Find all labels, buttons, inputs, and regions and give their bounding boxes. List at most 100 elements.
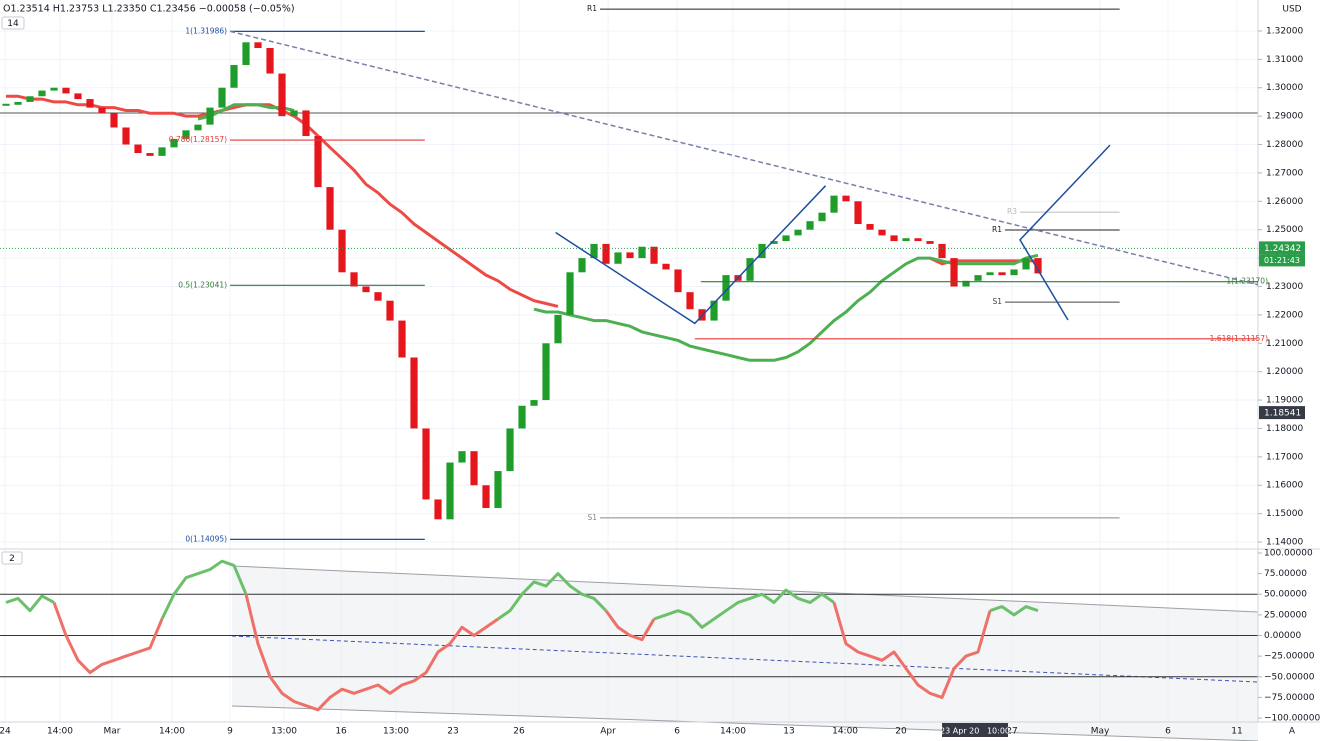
candle (62, 87, 70, 94)
candle (614, 252, 622, 264)
candle (230, 65, 238, 88)
y-tick-label: 1.15000 (1266, 509, 1303, 519)
y-tick-label: 1.26000 (1266, 197, 1303, 207)
pane-label-box[interactable] (1, 551, 23, 565)
x-tick-label: 16 (335, 727, 347, 737)
candle (170, 138, 178, 148)
y-tick-label: 1.27000 (1266, 168, 1303, 178)
candle (134, 144, 142, 154)
candle (458, 451, 466, 463)
crosshair-time-label: 23 Apr 20 10:00 (940, 727, 1010, 736)
candle (986, 272, 994, 276)
candle (446, 462, 454, 520)
y-tick-label: 75.00000 (1264, 569, 1307, 579)
candle (926, 241, 934, 244)
candle (110, 113, 118, 128)
candle (626, 252, 634, 259)
x-tick-label: 13:00 (271, 727, 297, 737)
candle (830, 195, 838, 213)
candle (314, 136, 322, 188)
y-tick-label: 1.19000 (1266, 396, 1303, 406)
candle (1034, 258, 1042, 274)
candle (206, 107, 214, 125)
candle (998, 272, 1006, 276)
x-tick-label: 20 (895, 727, 907, 737)
y-tick-label: −75.00000 (1264, 693, 1315, 703)
y-tick-label: 1.14000 (1266, 538, 1303, 548)
candle (590, 243, 598, 259)
y-tick-label: 1.17000 (1266, 452, 1303, 462)
pivot-label: R1 (587, 4, 597, 13)
y-tick-label: 100.00000 (1264, 548, 1313, 558)
candle (746, 258, 754, 281)
x-tick-label: 14:00 (47, 727, 73, 737)
candle (482, 485, 490, 508)
extension-label: 1(1.23170) (1226, 277, 1268, 286)
candle (914, 238, 922, 242)
oscillator-pane (0, 559, 1258, 712)
candle (866, 224, 874, 230)
x-tick-label: 13 (783, 727, 794, 737)
y-tick-label: 1.18000 (1266, 424, 1303, 434)
candle (338, 229, 346, 273)
candle (578, 258, 586, 273)
osc-channel (231, 565, 1259, 741)
candle (326, 187, 334, 230)
candle (350, 272, 358, 287)
candle (218, 87, 226, 108)
pane-label[interactable]: 14 (7, 19, 19, 29)
x-tick-label: 24 (0, 727, 11, 737)
candle (518, 405, 526, 429)
currency-label: USD (1282, 5, 1301, 15)
y-tick-label: 1.25000 (1266, 225, 1303, 235)
y-tick-label: 50.00000 (1264, 590, 1307, 600)
candle (638, 246, 646, 259)
candle (26, 96, 34, 102)
candle (302, 110, 310, 137)
candle (242, 42, 250, 66)
x-tick-label: Apr (600, 727, 616, 737)
y-tick-label: 0.00000 (1264, 631, 1301, 641)
x-tick-label: 6 (674, 727, 680, 737)
x-tick-label: 27 (1006, 727, 1017, 737)
extension-label: 1.618(1.21157) (1210, 334, 1268, 343)
candle (674, 269, 682, 293)
candle (74, 93, 82, 100)
candle (362, 286, 370, 293)
y-tick-label: 1.20000 (1266, 367, 1303, 377)
price-badge-label: 1.24342 (1264, 244, 1301, 254)
fib-label: 0.5(1.23041) (178, 280, 227, 289)
fib-label: 0.786(1.28157) (169, 135, 227, 144)
candle (842, 195, 850, 202)
candle (146, 153, 154, 156)
y-tick-label: 1.31000 (1266, 55, 1303, 65)
candle (194, 124, 202, 131)
price-badge (1259, 406, 1305, 420)
x-tick-label: 14:00 (720, 727, 746, 737)
candle (878, 229, 886, 236)
ohlc-legend: O1.23514 H1.23753 L1.23350 C1.23456 −0.0… (3, 4, 295, 15)
candle (470, 451, 478, 486)
candle (374, 292, 382, 301)
y-tick-label: 1.21000 (1266, 339, 1303, 349)
candle (98, 107, 106, 114)
y-tick-label: 1.28000 (1266, 140, 1303, 150)
pane-label-box[interactable] (1, 16, 25, 30)
candle (974, 275, 982, 281)
candle (782, 235, 790, 242)
oscillator-line (52, 593, 992, 712)
trend-line (555, 185, 827, 325)
x-tick-label: 11 (1231, 727, 1242, 737)
price-pane: 1(1.31986) 0.786(1.28157) 0.5(1.23041) 0(1.… (0, 4, 1258, 543)
candle (770, 241, 778, 244)
x-tick-label: 23 (447, 727, 458, 737)
y-tick-label: 1.29000 (1266, 112, 1303, 122)
fib-label: 1(1.31986) (185, 26, 227, 35)
axes: 24 14:00 Mar 14:00 9 13:00 16 13:00 23 26 Apr 6 14:0… (0, 26, 1320, 737)
candle (854, 201, 862, 225)
y-tick-label: 1.22000 (1266, 310, 1303, 320)
auto-scale-button[interactable]: A (1289, 727, 1296, 737)
x-tick-label: 14:00 (832, 727, 858, 737)
pane-label[interactable]: 2 (9, 554, 15, 564)
